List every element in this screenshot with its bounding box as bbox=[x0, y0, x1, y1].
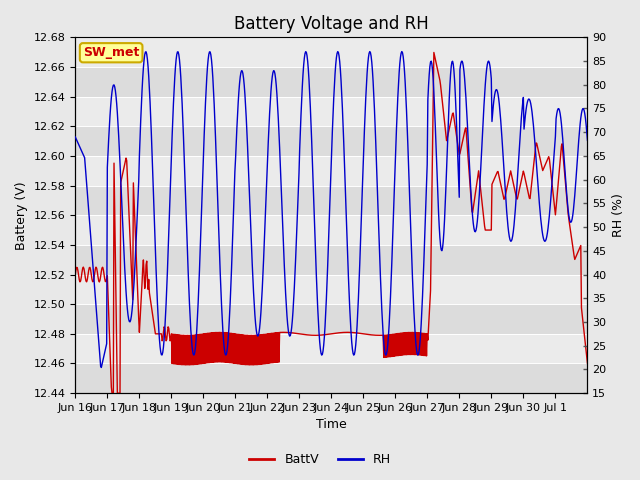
Bar bbox=[76, 304, 588, 334]
Y-axis label: Battery (V): Battery (V) bbox=[15, 181, 28, 250]
Title: Battery Voltage and RH: Battery Voltage and RH bbox=[234, 15, 429, 33]
Text: SW_met: SW_met bbox=[83, 46, 140, 59]
Bar bbox=[76, 215, 588, 245]
Bar bbox=[76, 96, 588, 126]
Bar bbox=[76, 126, 588, 156]
X-axis label: Time: Time bbox=[316, 419, 347, 432]
Bar bbox=[76, 186, 588, 215]
Bar bbox=[76, 67, 588, 96]
Bar bbox=[76, 245, 588, 275]
Bar bbox=[76, 334, 588, 363]
Bar bbox=[76, 363, 588, 393]
Y-axis label: RH (%): RH (%) bbox=[612, 193, 625, 237]
Bar bbox=[76, 37, 588, 67]
Bar bbox=[76, 156, 588, 186]
Legend: BattV, RH: BattV, RH bbox=[244, 448, 396, 471]
Bar bbox=[76, 275, 588, 304]
